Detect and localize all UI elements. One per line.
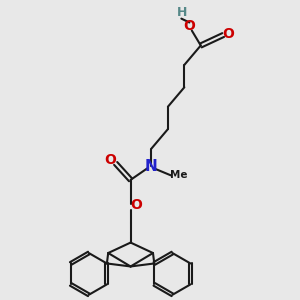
Text: O: O xyxy=(223,26,235,40)
Text: O: O xyxy=(184,19,195,33)
Text: H: H xyxy=(177,6,187,19)
Text: N: N xyxy=(145,159,158,174)
Text: Me: Me xyxy=(169,170,187,180)
Text: O: O xyxy=(130,198,142,212)
Text: O: O xyxy=(104,154,116,167)
